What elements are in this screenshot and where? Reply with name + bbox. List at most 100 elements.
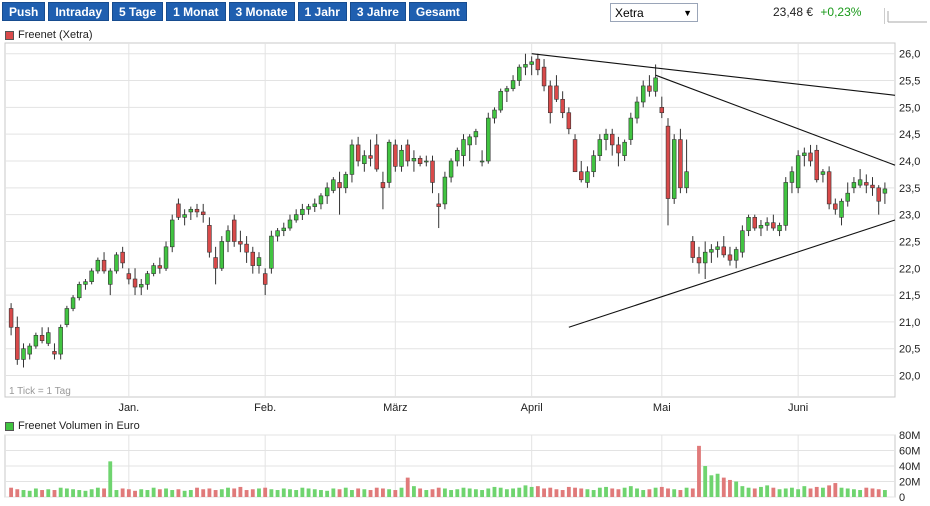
volume-bar [845,488,850,497]
volume-bar [40,490,45,497]
candle-body [269,235,274,269]
candle-body [684,171,689,189]
timeframe-toolbar: Push Intraday 5 Tage 1 Monat 3 Monate 1 Jahr 3… [2,2,467,21]
volume-bar [455,489,460,497]
volume-y-tick-label: 60M [899,446,920,458]
volume-bar [591,490,596,497]
volume-bar [876,489,881,497]
candle-body [777,225,782,232]
volume-bar [579,488,584,497]
candle-body [15,326,20,360]
tab-intraday[interactable]: Intraday [48,2,110,21]
candle-body [758,225,764,229]
volume-bar [715,473,720,497]
volume-bar [350,490,354,497]
price-legend: Freenet (Xetra) [5,29,93,41]
tab-5-tage[interactable]: 5 Tage [112,2,164,21]
volume-bar [393,490,398,497]
candle-body [585,171,590,183]
volume-bar [467,488,472,497]
candle-body [176,203,181,218]
candle-body [244,243,249,253]
exchange-select[interactable]: Xetra ▼ [610,3,698,22]
volume-bar [77,490,82,497]
tab-gesamt[interactable]: Gesamt [408,2,467,21]
candle-body [640,85,646,103]
price-y-tick-label: 22,0 [899,263,920,275]
candle-body [324,187,330,197]
candle-body [108,270,113,285]
volume-bar [102,488,106,497]
candle-body [789,171,795,183]
candle-body [120,251,125,264]
price-y-tick-label: 21,5 [899,290,920,302]
candle-body [163,246,169,269]
candle-body [355,144,361,162]
candle-body [647,85,652,92]
candle-body [27,345,32,355]
volume-bar [164,488,168,497]
candle-body [727,254,733,261]
volume-bar [58,487,63,497]
candle-body [535,58,541,71]
candle-body [783,182,788,226]
volume-bar [374,487,379,497]
volume-bar [424,490,429,497]
volume-bar [585,489,590,497]
volume-bar [418,488,423,497]
volume-bar [647,489,652,497]
volume-bar [827,485,832,497]
tab-1-monat[interactable]: 1 Monat [166,2,226,21]
volume-bar [653,487,658,497]
candle-body [170,219,175,248]
volume-bar [486,488,491,497]
candle-body [857,179,863,186]
volume-bar [666,488,670,497]
volume-bar [851,489,856,497]
volume-bar [368,490,373,497]
candle-body [510,80,516,89]
month-label: März [383,402,407,414]
candle-body [8,308,14,328]
price-plot-area [4,42,896,398]
tab-3-jahre[interactable]: 3 Jahre [349,2,406,21]
volume-bar [114,490,119,497]
volume-bar [461,487,466,497]
volume-bar [411,486,416,497]
volume-bar [15,489,20,497]
candle-body [579,171,584,181]
candle-body [746,217,751,232]
volume-bar [697,445,701,497]
volume-bar [839,487,844,497]
price-y-tick-label: 26,0 [899,49,920,61]
candle-body [368,155,373,159]
tab-push[interactable]: Push [2,2,46,21]
candle-body [764,222,770,226]
candle-body [300,208,305,215]
volume-bar [46,489,51,497]
candle-body [709,249,714,253]
chart-settings-icon[interactable] [884,8,929,24]
price-change: +0,23% [820,5,862,19]
candle-body [374,144,379,170]
volume-bar [219,489,224,497]
volume-bar [635,488,639,497]
tab-3-monate[interactable]: 3 Monate [228,2,295,21]
volume-bar [381,488,385,497]
tab-1-jahr[interactable]: 1 Jahr [297,2,347,21]
candle-body [486,117,491,162]
volume-bar [387,489,392,497]
volume-bar [765,485,770,497]
volume-bar [566,486,571,497]
volume-bar [27,490,32,497]
legend-swatch-volume [5,421,14,431]
candle-body [473,131,479,138]
candle-body [231,219,237,242]
candle-body [622,141,627,156]
candle-body [814,149,819,181]
volume-bar [523,485,528,497]
volume-chart-title: Freenet Volumen in Euro [18,420,140,432]
candle-body [70,297,76,309]
candle-body [46,332,51,344]
volume-bar [517,487,522,497]
